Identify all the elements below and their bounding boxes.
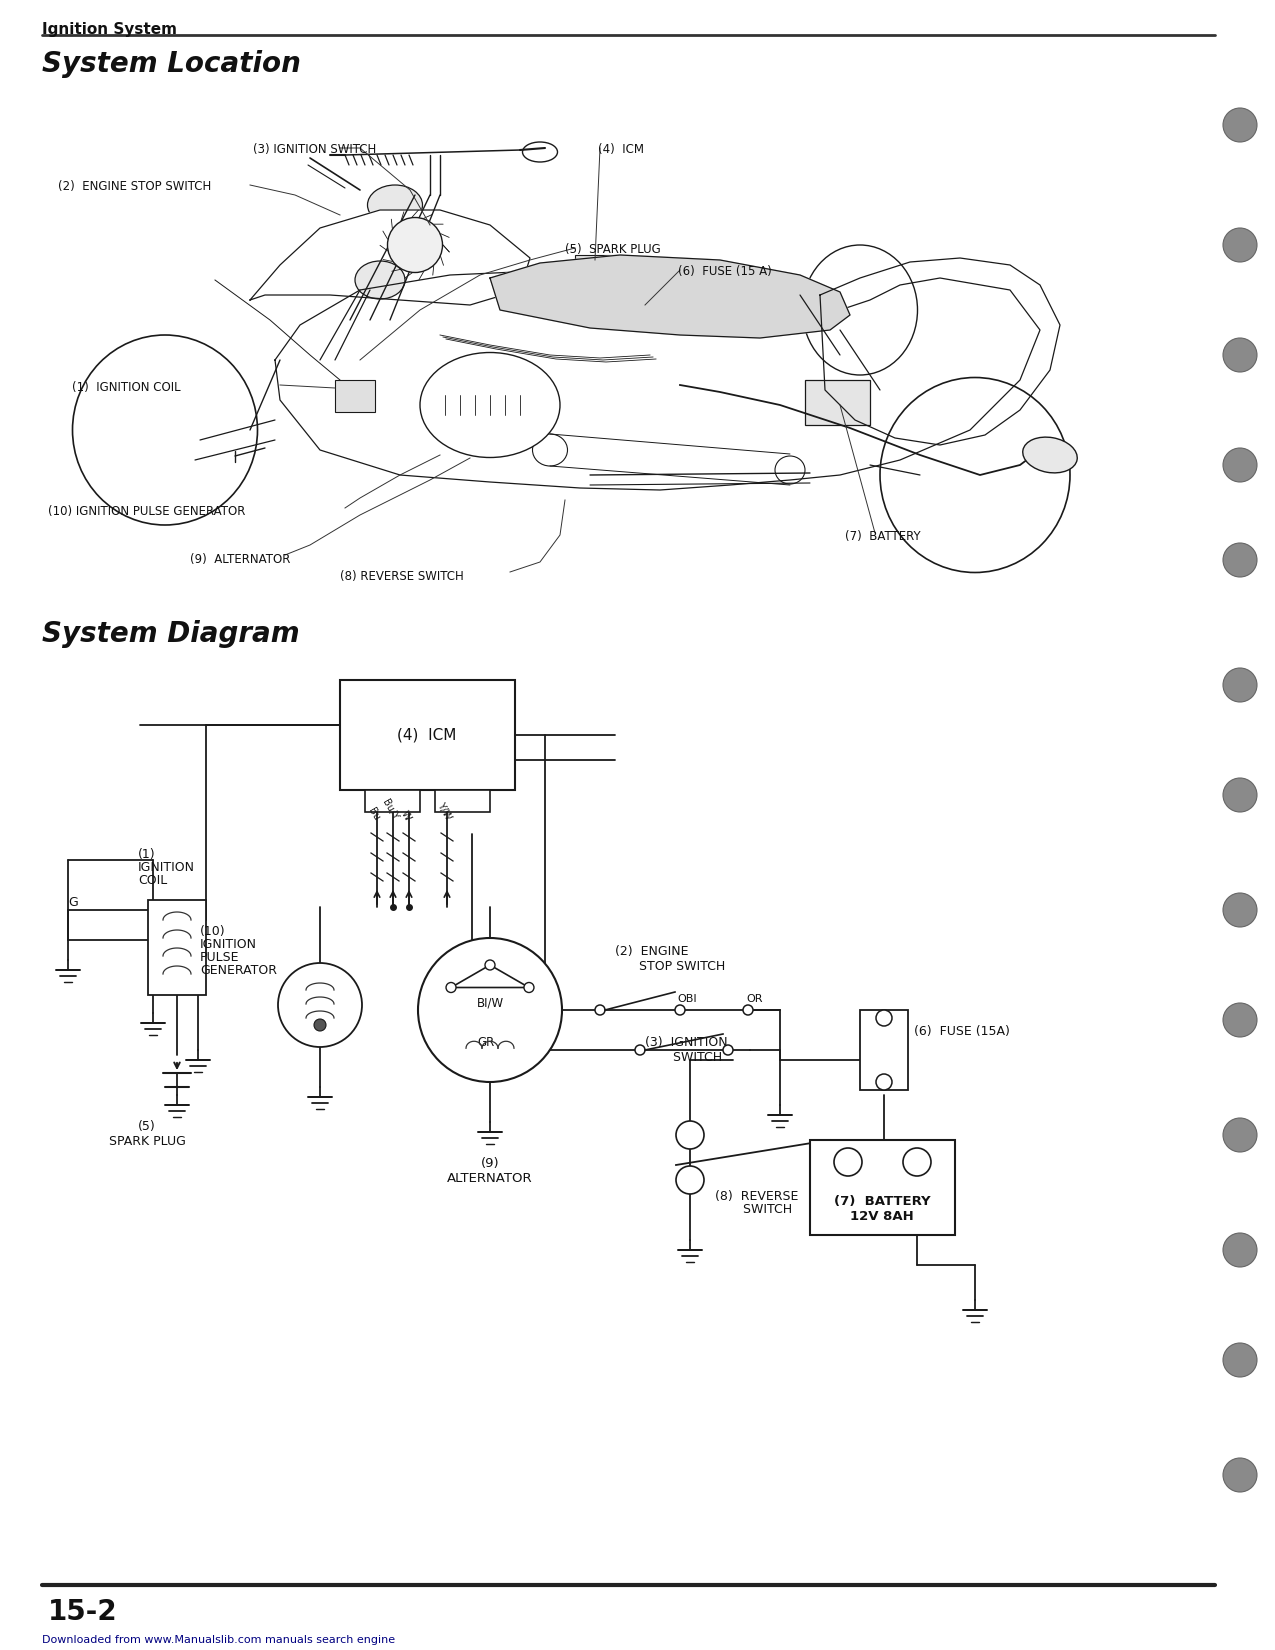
- Text: System Location: System Location: [42, 50, 301, 78]
- Text: +: +: [840, 1153, 856, 1172]
- Circle shape: [278, 964, 362, 1048]
- Bar: [335, 380, 375, 412]
- Polygon shape: [820, 257, 1060, 446]
- Text: (7)  BATTERY: (7) BATTERY: [834, 1195, 931, 1208]
- Bar: [575, 256, 623, 287]
- Text: OR: OR: [746, 993, 762, 1003]
- Text: (1): (1): [138, 848, 156, 861]
- Circle shape: [1223, 449, 1257, 482]
- Circle shape: [1223, 893, 1257, 927]
- Text: COIL: COIL: [138, 874, 167, 888]
- Text: (10) IGNITION PULSE GENERATOR: (10) IGNITION PULSE GENERATOR: [48, 505, 245, 518]
- Bar: [620, 300, 648, 318]
- Bar: [340, 680, 515, 790]
- Circle shape: [1223, 779, 1257, 812]
- Bar: [435, 790, 490, 812]
- Circle shape: [418, 937, 562, 1082]
- Text: (2)  ENGINE STOP SWITCH: (2) ENGINE STOP SWITCH: [57, 180, 212, 193]
- Circle shape: [635, 1044, 645, 1054]
- Circle shape: [1223, 1459, 1257, 1492]
- Circle shape: [1223, 1003, 1257, 1036]
- Circle shape: [1223, 1233, 1257, 1267]
- Text: System Diagram: System Diagram: [42, 620, 300, 648]
- Text: (9)  ALTERNATOR: (9) ALTERNATOR: [190, 553, 291, 566]
- Ellipse shape: [367, 185, 422, 224]
- Text: PULSE: PULSE: [200, 950, 240, 964]
- Circle shape: [743, 1005, 754, 1015]
- Circle shape: [1223, 228, 1257, 262]
- Circle shape: [1223, 338, 1257, 371]
- Text: (6)  FUSE (15 A): (6) FUSE (15 A): [678, 266, 771, 277]
- Text: IGNITION: IGNITION: [138, 861, 195, 875]
- Circle shape: [876, 1074, 892, 1091]
- Circle shape: [876, 1010, 892, 1026]
- Text: Ignition System: Ignition System: [42, 21, 177, 36]
- Text: (4)  ICM: (4) ICM: [398, 728, 456, 742]
- Ellipse shape: [419, 353, 560, 457]
- Circle shape: [1223, 1343, 1257, 1378]
- Text: (10): (10): [200, 926, 226, 937]
- Text: G: G: [68, 896, 78, 909]
- Text: IGNITION: IGNITION: [200, 937, 258, 950]
- Text: OBI: OBI: [677, 993, 696, 1003]
- Circle shape: [1223, 107, 1257, 142]
- Text: GENERATOR: GENERATOR: [200, 964, 277, 977]
- Text: (3)  IGNITION
       SWITCH: (3) IGNITION SWITCH: [645, 1036, 728, 1064]
- Polygon shape: [250, 210, 530, 305]
- Ellipse shape: [73, 335, 258, 525]
- Circle shape: [1223, 668, 1257, 701]
- Text: Y/W: Y/W: [435, 800, 453, 822]
- Text: (3) IGNITION SWITCH: (3) IGNITION SWITCH: [252, 144, 376, 157]
- Text: (5)  SPARK PLUG: (5) SPARK PLUG: [565, 243, 660, 256]
- Bar: [810, 1140, 955, 1234]
- Text: W: W: [399, 808, 413, 822]
- Ellipse shape: [802, 244, 918, 375]
- Text: 12V 8AH: 12V 8AH: [850, 1209, 914, 1223]
- Text: Bu: Bu: [366, 805, 381, 822]
- Text: BI/W: BI/W: [477, 997, 504, 1010]
- Circle shape: [1223, 1119, 1257, 1152]
- Circle shape: [674, 1005, 685, 1015]
- Text: Downloaded from www.Manualslib.com manuals search engine: Downloaded from www.Manualslib.com manua…: [42, 1635, 395, 1645]
- Ellipse shape: [354, 261, 405, 299]
- Text: -: -: [913, 1152, 922, 1171]
- Text: (6)  FUSE (15A): (6) FUSE (15A): [914, 1025, 1010, 1038]
- Polygon shape: [275, 271, 1040, 490]
- Circle shape: [676, 1167, 704, 1195]
- Text: (9)
ALTERNATOR: (9) ALTERNATOR: [448, 1157, 533, 1185]
- Circle shape: [595, 1005, 606, 1015]
- Text: (4)  ICM: (4) ICM: [598, 144, 644, 157]
- Bar: [861, 1010, 908, 1091]
- Circle shape: [484, 960, 495, 970]
- Circle shape: [903, 1148, 931, 1176]
- Circle shape: [676, 1120, 704, 1148]
- Circle shape: [834, 1148, 862, 1176]
- Circle shape: [446, 982, 456, 993]
- Text: (8) REVERSE SWITCH: (8) REVERSE SWITCH: [340, 569, 464, 582]
- Bar: [148, 899, 207, 995]
- Text: (7)  BATTERY: (7) BATTERY: [845, 530, 921, 543]
- Text: (5)
SPARK PLUG: (5) SPARK PLUG: [108, 1120, 185, 1148]
- Bar: [365, 790, 419, 812]
- Ellipse shape: [388, 218, 442, 272]
- Polygon shape: [490, 256, 850, 338]
- Text: GR: GR: [477, 1036, 495, 1049]
- Ellipse shape: [1023, 437, 1077, 474]
- Circle shape: [1223, 543, 1257, 578]
- Circle shape: [723, 1044, 733, 1054]
- Text: (8)  REVERSE: (8) REVERSE: [715, 1190, 798, 1203]
- Text: 15-2: 15-2: [48, 1597, 117, 1625]
- Ellipse shape: [880, 378, 1070, 573]
- Text: Bu/Y: Bu/Y: [380, 799, 400, 822]
- Bar: [805, 380, 870, 426]
- Text: (2)  ENGINE
      STOP SWITCH: (2) ENGINE STOP SWITCH: [615, 945, 725, 974]
- Text: (1)  IGNITION COIL: (1) IGNITION COIL: [71, 381, 181, 394]
- Circle shape: [524, 982, 534, 993]
- Circle shape: [314, 1020, 326, 1031]
- Text: SWITCH: SWITCH: [715, 1203, 792, 1216]
